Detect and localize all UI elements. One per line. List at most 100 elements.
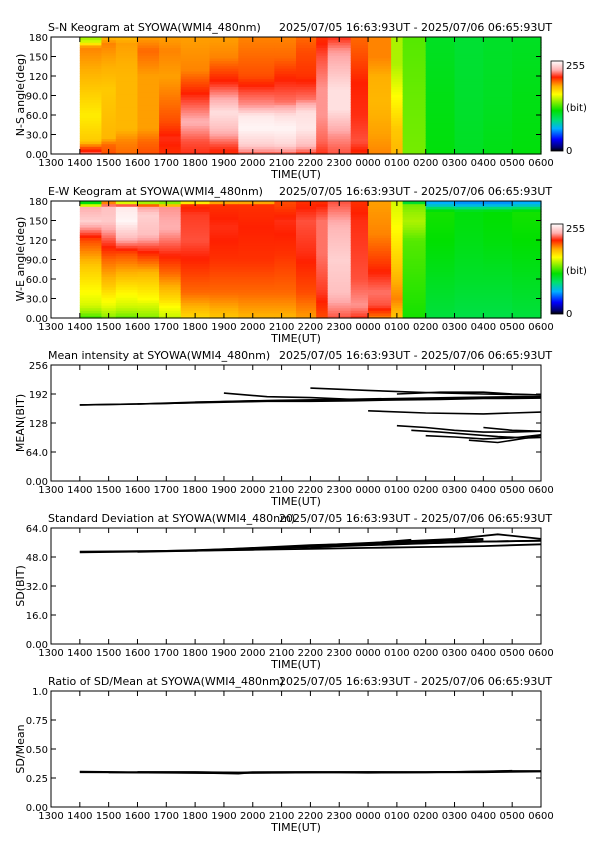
heatmap-cell	[159, 143, 182, 147]
heatmap-cell	[159, 135, 182, 139]
heatmap-cell	[512, 255, 542, 259]
series-line	[483, 426, 542, 432]
x-tick-label: 0500	[499, 322, 524, 333]
heatmap-cell	[296, 310, 317, 314]
heatmap-cell	[274, 135, 297, 139]
heatmap-cell	[327, 99, 352, 103]
heatmap-cell	[350, 78, 369, 82]
heatmap-cell	[137, 260, 160, 264]
heatmap-cell	[274, 83, 297, 87]
heatmap-cell	[512, 315, 542, 319]
heatmap-cell	[79, 279, 103, 283]
ew-keogram-panel: E-W Keogram at SYOWA(WMI4_480nm) 2025/07…	[14, 185, 587, 345]
heatmap-cell	[101, 214, 117, 218]
heatmap-cell	[425, 219, 456, 223]
heatmap-cell	[327, 284, 352, 288]
heatmap-cell	[483, 242, 513, 246]
heatmap-cell	[274, 102, 297, 106]
heatmap-cell	[327, 289, 352, 293]
heatmap-cell	[316, 125, 329, 129]
heatmap-cell	[402, 276, 427, 280]
x-tick-label: 0000	[355, 648, 380, 659]
series-line	[396, 424, 542, 433]
heatmap-cell	[512, 135, 542, 139]
heatmap-cell	[137, 99, 160, 103]
heatmap-cell	[391, 94, 404, 98]
heatmap-cell	[483, 50, 513, 54]
heatmap-cell	[79, 221, 103, 225]
sd-ylabel: SD(BIT)	[14, 565, 27, 607]
heatmap-cell	[402, 143, 427, 147]
heatmap-cell	[391, 47, 404, 51]
heatmap-cell	[316, 81, 329, 85]
heatmap-cell	[101, 60, 117, 64]
heatmap-cell	[296, 37, 317, 41]
heatmap-cell	[274, 96, 297, 100]
heatmap-cell	[454, 76, 484, 80]
heatmap-cell	[296, 151, 317, 155]
heatmap-cell	[180, 96, 211, 100]
heatmap-cell	[391, 279, 404, 283]
heatmap-cell	[350, 208, 369, 212]
y-tick-label: 0.25	[26, 774, 48, 785]
y-tick-label: 150	[29, 53, 48, 64]
heatmap-cell	[115, 271, 139, 275]
heatmap-cell	[350, 242, 369, 246]
heatmap-cell	[101, 78, 117, 82]
heatmap-cell	[274, 266, 297, 270]
heatmap-cell	[316, 250, 329, 254]
y-tick-label: 30.0	[26, 131, 48, 142]
heatmap-cell	[137, 310, 160, 314]
heatmap-cell	[159, 109, 182, 113]
heatmap-cell	[402, 245, 427, 249]
heatmap-cell	[512, 42, 542, 46]
heatmap-cell	[79, 242, 103, 246]
heatmap-cell	[425, 39, 456, 43]
heatmap-cell	[180, 91, 211, 95]
heatmap-cell	[512, 201, 542, 205]
heatmap-cell	[115, 250, 139, 254]
heatmap-cell	[454, 148, 484, 152]
x-tick-label: 1700	[154, 158, 179, 169]
heatmap-cell	[274, 302, 297, 306]
heatmap-cell	[101, 52, 117, 56]
heatmap-cell	[180, 229, 211, 233]
heatmap-cell	[316, 70, 329, 74]
heatmap-cell	[454, 125, 484, 129]
heatmap-cell	[274, 99, 297, 103]
heatmap-cell	[316, 253, 329, 257]
heatmap-cell	[391, 44, 404, 48]
heatmap-cell	[296, 271, 317, 275]
heatmap-cell	[115, 42, 139, 46]
heatmap-cell	[483, 268, 513, 272]
heatmap-cell	[238, 60, 275, 64]
heatmap-cell	[180, 307, 211, 311]
heatmap-cell	[159, 208, 182, 212]
heatmap-cell	[316, 130, 329, 134]
heatmap-cell	[402, 148, 427, 152]
heatmap-cell	[159, 130, 182, 134]
heatmap-cell	[296, 219, 317, 223]
heatmap-cell	[316, 146, 329, 150]
heatmap-cell	[180, 247, 211, 251]
heatmap-cell	[137, 42, 160, 46]
heatmap-cell	[137, 279, 160, 283]
heatmap-cell	[402, 242, 427, 246]
heatmap-cell	[238, 279, 275, 283]
heatmap-cell	[180, 141, 211, 145]
heatmap-cell	[79, 240, 103, 244]
ratio-panel: Ratio of SD/Mean at SYOWA(WMI4_480nm) 20…	[14, 675, 554, 834]
heatmap-cell	[391, 63, 404, 67]
heatmap-cell	[137, 242, 160, 246]
heatmap-cell	[425, 279, 456, 283]
heatmap-cell	[159, 107, 182, 111]
heatmap-cell	[350, 237, 369, 241]
heatmap-cell	[512, 289, 542, 293]
x-tick-label: 0300	[442, 322, 467, 333]
heatmap-cell	[350, 214, 369, 218]
sn-colorbar-min: 0	[566, 146, 572, 157]
heatmap-cell	[238, 255, 275, 259]
heatmap-cell	[454, 44, 484, 48]
heatmap-cell	[425, 276, 456, 280]
heatmap-cell	[79, 292, 103, 296]
